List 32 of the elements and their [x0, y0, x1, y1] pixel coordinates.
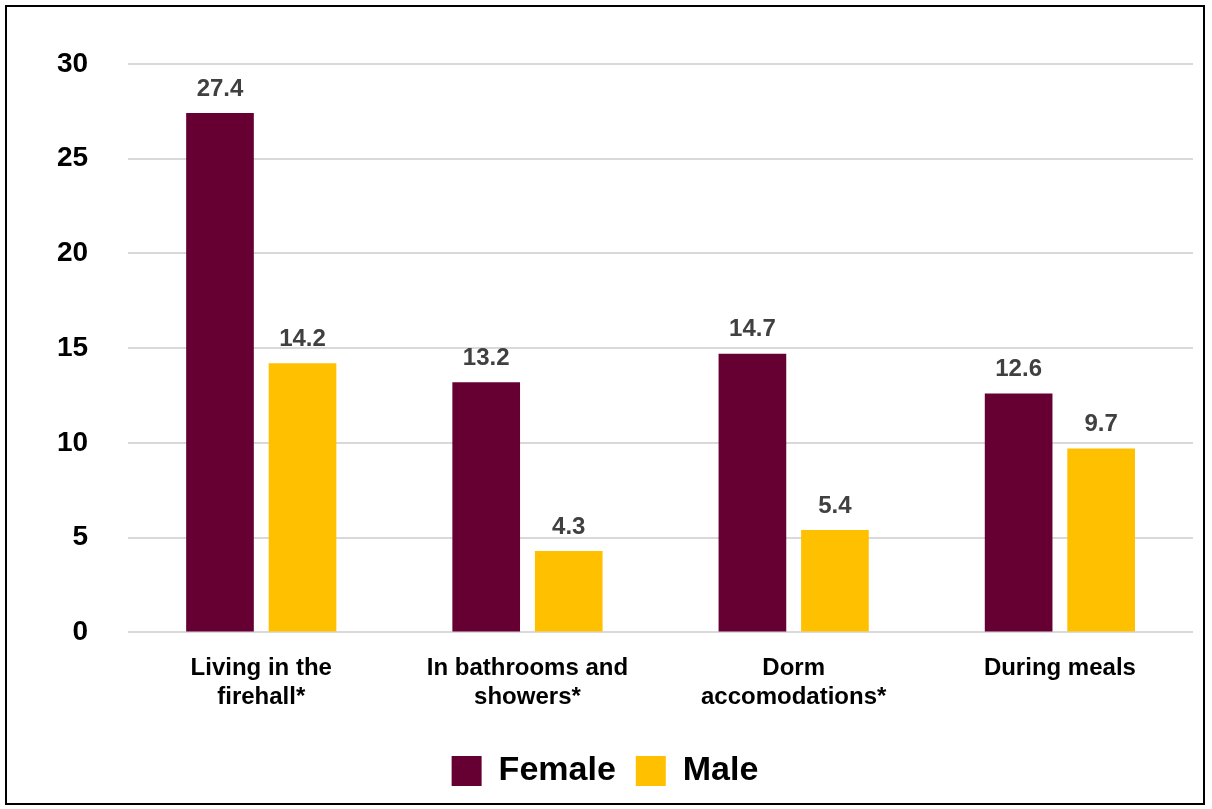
category-label: accomodations* [700, 682, 887, 710]
bar [718, 353, 787, 632]
bar [534, 550, 603, 632]
bar [984, 393, 1053, 632]
bar [186, 113, 254, 632]
data-label: 13.2 [462, 342, 510, 370]
legend-label: Female [498, 749, 616, 788]
category-label: firehall* [217, 682, 306, 710]
bar [268, 363, 337, 632]
data-label: 5.4 [818, 490, 853, 518]
y-tick-label: 25 [56, 141, 89, 173]
category-label: During meals [983, 653, 1136, 681]
category-label: In bathrooms and [426, 653, 629, 681]
bar [1067, 448, 1135, 632]
y-tick-label: 20 [56, 236, 89, 268]
data-label: 27.4 [196, 73, 244, 101]
category-label: showers* [474, 682, 581, 710]
data-label: 14.7 [729, 314, 776, 342]
y-tick-label: 10 [56, 425, 89, 457]
y-tick-label: 0 [72, 615, 89, 647]
data-label: 9.7 [1084, 409, 1118, 437]
legend-label: Male [682, 749, 759, 788]
bar [801, 530, 869, 632]
y-tick-label: 5 [72, 520, 89, 552]
y-tick-label: 15 [56, 330, 89, 362]
category-label: Dorm [762, 653, 826, 681]
data-label: 4.3 [552, 511, 586, 539]
category-label: Living in the [190, 653, 332, 681]
data-label: 14.2 [279, 323, 326, 351]
y-tick-label: 30 [56, 46, 89, 78]
bar [452, 382, 521, 632]
data-label: 12.6 [995, 354, 1042, 382]
